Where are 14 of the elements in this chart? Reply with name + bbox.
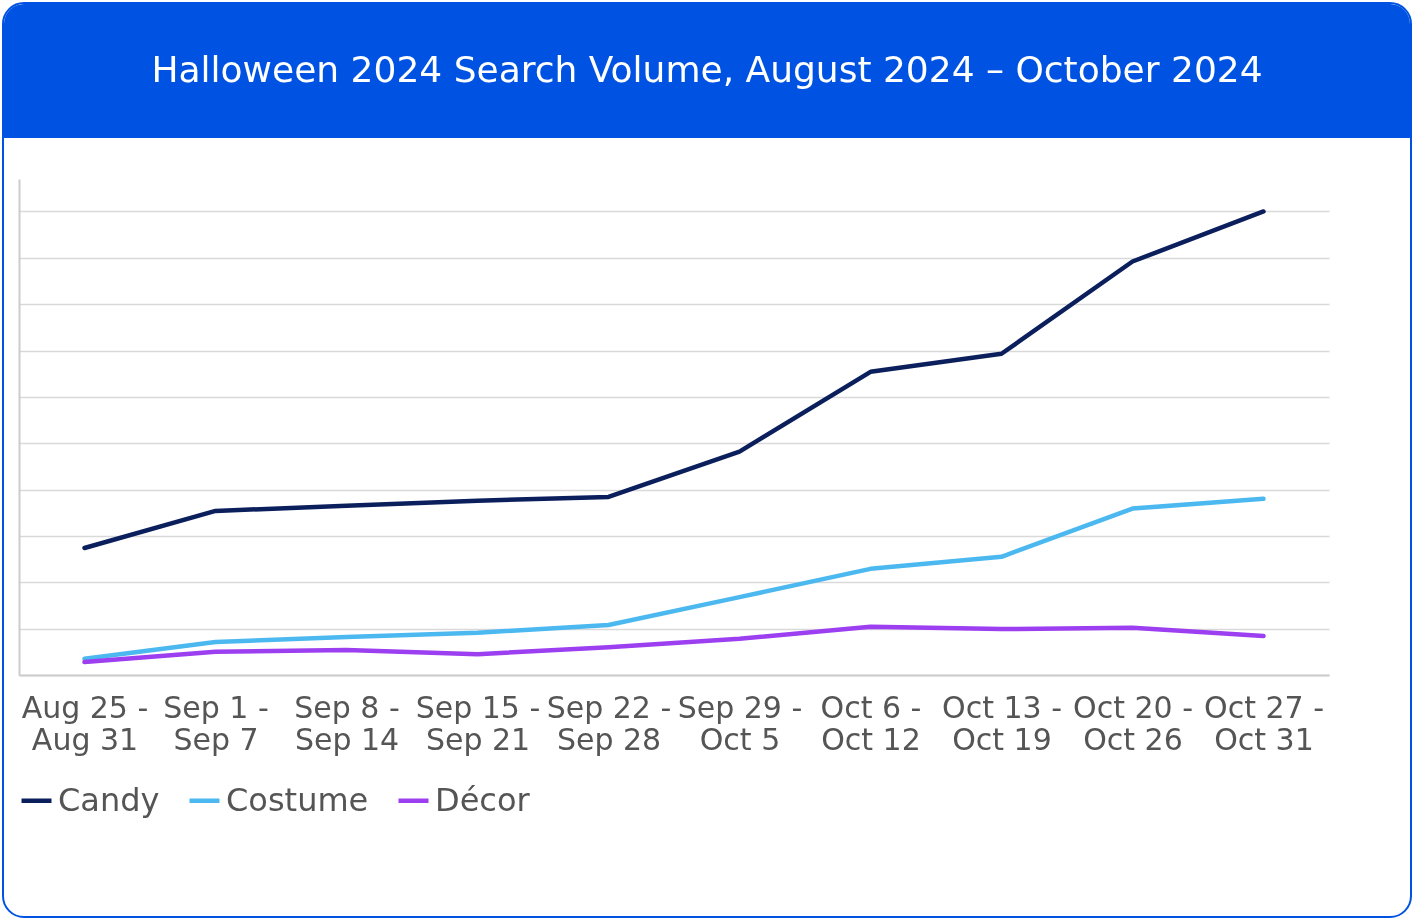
chart-title: Halloween 2024 Search Volume, August 2024 – October 2024 xyxy=(4,4,1410,138)
x-tick-label: Sep 22 - Sep 28 xyxy=(546,689,672,757)
x-tick-label: Sep 15 - Sep 21 xyxy=(415,689,541,757)
x-tick-label: Sep 1 - Sep 7 xyxy=(163,689,269,757)
x-tick-label: Oct 13 - Oct 19 xyxy=(942,689,1062,757)
x-tick-label: Aug 25 - Aug 31 xyxy=(21,689,149,757)
legend-label: Décor xyxy=(435,780,531,819)
x-tick-label: Sep 29 - Oct 5 xyxy=(677,689,803,757)
legend-label: Costume xyxy=(226,780,369,819)
legend-label: Candy xyxy=(58,780,160,819)
x-tick-label: Oct 6 - Oct 12 xyxy=(820,689,922,757)
x-tick-label: Oct 27 - Oct 31 xyxy=(1204,689,1324,757)
x-tick-label: Oct 20 - Oct 26 xyxy=(1073,689,1193,757)
x-tick-label: Sep 8 - Sep 14 xyxy=(294,689,400,757)
